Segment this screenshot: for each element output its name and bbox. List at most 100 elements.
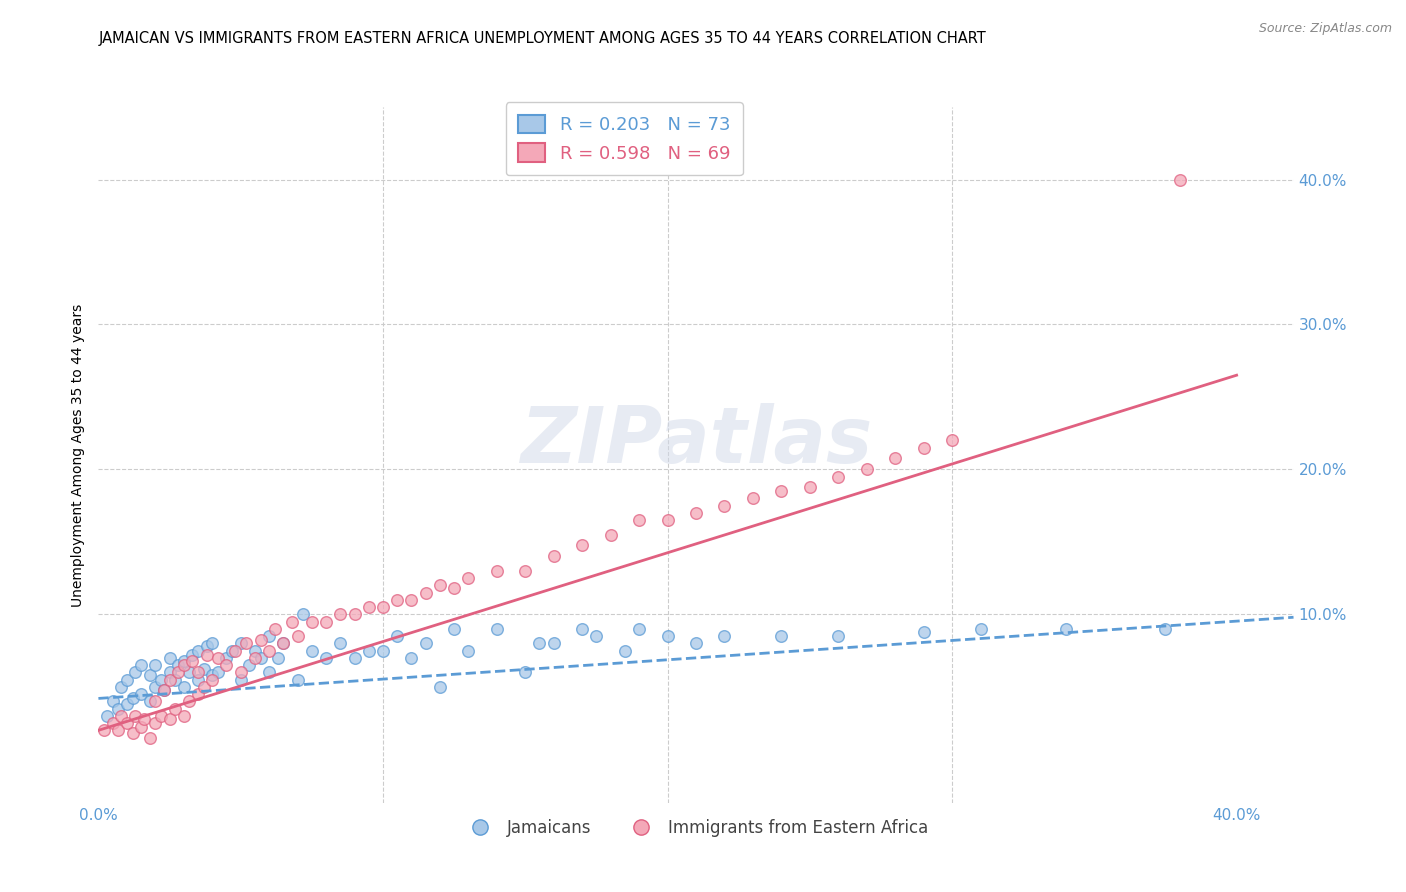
Point bbox=[159, 673, 181, 687]
Point bbox=[153, 682, 176, 697]
Point bbox=[207, 665, 229, 680]
Point bbox=[167, 658, 190, 673]
Point bbox=[741, 491, 763, 506]
Point bbox=[229, 673, 252, 687]
Point bbox=[371, 600, 394, 615]
Point bbox=[187, 665, 209, 680]
Point bbox=[201, 636, 224, 650]
Point bbox=[429, 680, 451, 694]
Point bbox=[138, 694, 160, 708]
Point bbox=[124, 665, 146, 680]
Point bbox=[287, 673, 309, 687]
Point bbox=[181, 648, 204, 662]
Point bbox=[150, 673, 173, 687]
Point bbox=[167, 665, 190, 680]
Point bbox=[799, 480, 821, 494]
Point bbox=[165, 701, 187, 715]
Point bbox=[613, 643, 636, 657]
Point bbox=[912, 624, 935, 639]
Point bbox=[224, 643, 246, 657]
Point bbox=[115, 673, 138, 687]
Point bbox=[357, 643, 380, 657]
Point bbox=[385, 592, 409, 607]
Point bbox=[457, 643, 479, 657]
Point bbox=[287, 629, 309, 643]
Point bbox=[159, 651, 181, 665]
Point bbox=[292, 607, 315, 622]
Point bbox=[243, 643, 266, 657]
Point bbox=[429, 578, 451, 592]
Point bbox=[770, 629, 793, 643]
Point bbox=[855, 462, 877, 476]
Text: JAMAICAN VS IMMIGRANTS FROM EASTERN AFRICA UNEMPLOYMENT AMONG AGES 35 TO 44 YEAR: JAMAICAN VS IMMIGRANTS FROM EASTERN AFRI… bbox=[98, 31, 986, 46]
Point bbox=[215, 651, 238, 665]
Point bbox=[101, 694, 124, 708]
Point bbox=[181, 654, 204, 668]
Point bbox=[273, 636, 295, 650]
Point bbox=[187, 643, 209, 657]
Point bbox=[443, 622, 465, 636]
Point bbox=[685, 506, 707, 520]
Point bbox=[884, 450, 907, 465]
Point bbox=[543, 549, 565, 564]
Point bbox=[235, 636, 257, 650]
Point bbox=[371, 643, 394, 657]
Point bbox=[115, 716, 138, 731]
Point bbox=[315, 651, 337, 665]
Point bbox=[1154, 622, 1177, 636]
Point bbox=[257, 629, 280, 643]
Point bbox=[343, 607, 366, 622]
Point bbox=[173, 654, 195, 668]
Point bbox=[713, 629, 735, 643]
Point bbox=[121, 691, 143, 706]
Point bbox=[93, 723, 115, 738]
Point bbox=[143, 658, 166, 673]
Point bbox=[941, 434, 963, 448]
Point bbox=[443, 582, 465, 596]
Point bbox=[969, 622, 991, 636]
Point bbox=[599, 527, 621, 541]
Point bbox=[159, 665, 181, 680]
Point bbox=[415, 636, 437, 650]
Point bbox=[385, 629, 409, 643]
Point bbox=[401, 592, 423, 607]
Text: Source: ZipAtlas.com: Source: ZipAtlas.com bbox=[1258, 22, 1392, 36]
Point bbox=[101, 716, 124, 731]
Point bbox=[150, 708, 173, 723]
Point bbox=[713, 499, 735, 513]
Point bbox=[153, 682, 176, 697]
Point bbox=[115, 698, 138, 712]
Point bbox=[215, 658, 238, 673]
Point bbox=[243, 651, 266, 665]
Point bbox=[529, 636, 551, 650]
Point bbox=[143, 716, 166, 731]
Point bbox=[1168, 172, 1191, 186]
Point bbox=[485, 622, 508, 636]
Point bbox=[238, 658, 260, 673]
Point bbox=[257, 665, 280, 680]
Point bbox=[267, 651, 290, 665]
Point bbox=[129, 687, 152, 701]
Point bbox=[585, 629, 607, 643]
Point bbox=[457, 571, 479, 585]
Point bbox=[179, 694, 201, 708]
Point bbox=[143, 694, 166, 708]
Point bbox=[515, 564, 537, 578]
Point bbox=[357, 600, 380, 615]
Point bbox=[187, 673, 209, 687]
Point bbox=[143, 680, 166, 694]
Point bbox=[301, 643, 323, 657]
Point bbox=[515, 665, 537, 680]
Point bbox=[229, 636, 252, 650]
Point bbox=[173, 680, 195, 694]
Point bbox=[263, 622, 285, 636]
Point bbox=[257, 643, 280, 657]
Point bbox=[329, 636, 352, 650]
Point bbox=[1054, 622, 1077, 636]
Point bbox=[129, 658, 152, 673]
Point bbox=[315, 615, 337, 629]
Point bbox=[401, 651, 423, 665]
Point bbox=[110, 680, 132, 694]
Point bbox=[165, 673, 187, 687]
Point bbox=[827, 469, 849, 483]
